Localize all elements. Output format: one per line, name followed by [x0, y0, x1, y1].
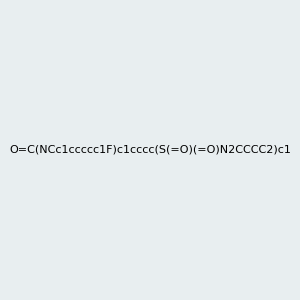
- Text: O=C(NCc1ccccc1F)c1cccc(S(=O)(=O)N2CCCC2)c1: O=C(NCc1ccccc1F)c1cccc(S(=O)(=O)N2CCCC2)…: [9, 145, 291, 155]
